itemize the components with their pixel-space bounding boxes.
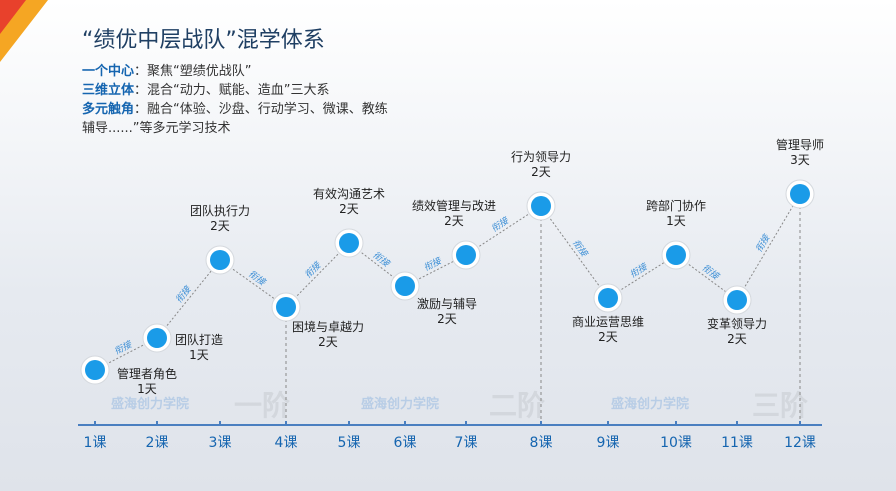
axis-label: 8课 (530, 435, 553, 451)
connector-label: 衔接 (246, 269, 268, 289)
axis-label: 4课 (275, 435, 298, 451)
course-name: 管理者角色 (117, 366, 177, 381)
intro-line: 多元触角：融合“体验、沙盘、行动学习、微课、教练辅导......”等多元学习技术 (82, 100, 400, 138)
course-duration: 2天 (339, 202, 359, 216)
node-inner (790, 184, 810, 204)
connector (465, 205, 542, 256)
axis-label: 6课 (394, 435, 417, 451)
node-inner (395, 276, 415, 296)
axis-label: 2课 (146, 435, 169, 451)
axis-label: 11课 (721, 435, 753, 451)
course-name: 有效沟通艺术 (313, 186, 385, 201)
connector (285, 242, 350, 308)
connector-label: 衔接 (303, 259, 324, 280)
course-duration: 2天 (727, 332, 747, 346)
axis-label: 9课 (597, 435, 620, 451)
node-inner (276, 297, 296, 317)
intro-line: 一个中心：聚焦“塑绩优战队” (82, 62, 400, 81)
course-duration: 2天 (598, 330, 618, 344)
course-duration: 1天 (666, 214, 686, 228)
watermark: 盛海创力学院 (111, 396, 189, 412)
course-duration: 2天 (531, 165, 551, 179)
connector-label: 衔接 (422, 255, 444, 273)
intro-label: 多元触角 (82, 102, 135, 117)
stage-label: 二阶 (489, 389, 545, 422)
corner-decoration (0, 0, 26, 34)
intro-label: 一个中心 (82, 64, 135, 79)
connector (736, 193, 801, 301)
course-name: 行为领导力 (511, 150, 571, 164)
course-name: 变革领导力 (707, 316, 767, 331)
connector-label: 衔接 (570, 238, 590, 260)
intro-line: 三维立体：混合“动力、赋能、造血”三大系 (82, 81, 400, 100)
course-duration: 1天 (137, 382, 157, 396)
intro-text: ：融合“体验、沙盘、行动学习、微课、教练辅导......”等多元学习技术 (82, 102, 388, 136)
connector (156, 259, 221, 339)
course-name: 管理导师 (776, 137, 824, 152)
intro: 一个中心：聚焦“塑绩优战队” 三维立体：混合“动力、赋能、造血”三大系 多元触角：融… (82, 62, 400, 138)
node-inner (598, 288, 618, 308)
course-duration: 1天 (189, 348, 209, 362)
stage-label: 三阶 (752, 389, 808, 422)
axis-label: 10课 (660, 435, 692, 451)
intro-text: ：聚焦“塑绩优战队” (134, 64, 252, 79)
course-duration: 2天 (437, 312, 457, 326)
node-inner (531, 196, 551, 216)
course-duration: 3天 (790, 153, 810, 167)
course-name: 绩效管理与改进 (412, 198, 496, 213)
node-inner (456, 245, 476, 265)
watermark: 盛海创力学院 (361, 396, 439, 412)
node-inner (210, 250, 230, 270)
connector (540, 205, 609, 299)
course-duration: 2天 (318, 335, 338, 349)
course-name: 激励与辅导 (417, 297, 477, 311)
connector-label: 衔接 (628, 261, 650, 280)
course-name: 团队打造 (175, 332, 223, 347)
intro-text: ：混合“动力、赋能、造血”三大系 (134, 83, 330, 98)
course-name: 商业运营思维 (572, 314, 644, 329)
stage-label: 一阶 (234, 389, 290, 422)
title: “绩优中层战队”混学体系 (82, 28, 325, 53)
watermark: 盛海创力学院 (611, 396, 689, 412)
axis-label: 12课 (784, 435, 816, 451)
intro-label: 三维立体 (82, 83, 135, 98)
node-inner (727, 290, 747, 310)
course-name: 困境与卓越力 (292, 319, 364, 334)
course-duration: 2天 (210, 219, 230, 233)
connector-label: 衔接 (489, 215, 511, 235)
connector-label: 衔接 (700, 262, 722, 282)
node-inner (666, 245, 686, 265)
connector-label: 衔接 (370, 249, 392, 269)
course-name: 跨部门协作 (646, 198, 706, 213)
axis-label: 7课 (455, 435, 478, 451)
axis-label: 1课 (84, 435, 107, 451)
axis-label: 3课 (209, 435, 232, 451)
axis-label: 5课 (338, 435, 361, 451)
node-inner (147, 328, 167, 348)
connector-label: 衔接 (174, 284, 194, 306)
connector-label: 衔接 (112, 339, 134, 357)
node-inner (339, 233, 359, 253)
connector-label: 衔接 (754, 232, 773, 254)
course-duration: 2天 (444, 214, 464, 228)
node-inner (85, 360, 105, 380)
course-name: 团队执行力 (190, 203, 250, 218)
